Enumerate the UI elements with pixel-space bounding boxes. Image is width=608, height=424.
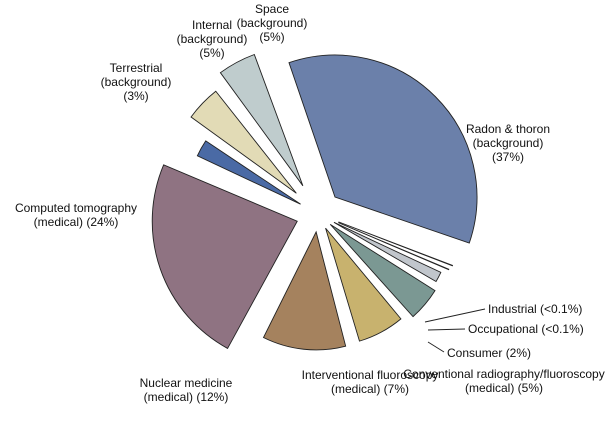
slice-occupational	[338, 222, 450, 271]
label-line: (37%)	[492, 150, 524, 164]
slice-internal-background	[190, 90, 297, 194]
label-consumer: Consumer (2%)	[447, 346, 531, 360]
label-line: (background)	[473, 136, 544, 150]
label-line: (medical) (24%)	[34, 215, 119, 229]
slice-labels: Radon & thoron (background) (37%)Industria…	[15, 2, 605, 404]
slice-terrestrial-background	[196, 140, 301, 205]
slice-computed-tomography-medical	[151, 164, 298, 350]
label-line: Internal	[192, 18, 232, 32]
label-internal-background: Internal (background) (5%)	[177, 18, 248, 60]
label-line: Terrestrial	[110, 61, 163, 75]
label-line: Occupational (<0.1%)	[468, 322, 584, 336]
label-radon-thoron-background: Radon & thoron (background) (37%)	[466, 122, 550, 164]
label-computed-tomography-medical: Computed tomography (medical) (24%)	[15, 201, 137, 229]
slice-industrial	[338, 221, 454, 267]
label-conventional-radiography-fluoroscopy-medical: Conventional radiography/fluoroscopy (med…	[403, 367, 604, 395]
label-line: Nuclear medicine	[140, 376, 233, 390]
leader-line-consumer	[427, 341, 445, 353]
label-line: Industrial (<0.1%)	[488, 302, 582, 316]
leader-line-occupational	[427, 328, 466, 331]
label-nuclear-medicine-medical: Nuclear medicine (medical) (12%)	[140, 376, 233, 404]
slice-interventional-fluoroscopy-medical	[325, 227, 402, 342]
label-line: Radon & thoron	[466, 122, 550, 136]
label-line: Consumer (2%)	[447, 346, 531, 360]
leader-lines	[424, 308, 486, 353]
pie-slices	[151, 53, 478, 351]
label-line: Space	[255, 2, 289, 16]
label-space-background: Space (background) (5%)	[237, 2, 308, 44]
label-line: Computed tomography	[15, 201, 137, 215]
label-line: (5%)	[259, 30, 284, 44]
slice-consumer	[333, 221, 442, 283]
label-line: (5%)	[199, 46, 224, 60]
label-line: Interventional fluoroscopy	[302, 368, 439, 382]
label-line: (background)	[237, 16, 308, 30]
label-terrestrial-background: Terrestrial (background) (3%)	[101, 61, 172, 103]
slice-conventional-radiography-fluoroscopy-medical	[329, 223, 436, 318]
label-industrial: Industrial (<0.1%)	[488, 302, 582, 316]
label-line: Conventional radiography/fluoroscopy	[403, 367, 604, 381]
slice-space-background	[219, 53, 304, 187]
label-occupational: Occupational (<0.1%)	[468, 322, 584, 336]
label-interventional-fluoroscopy-medical: Interventional fluoroscopy (medical) (7%)	[302, 368, 439, 396]
label-line: (medical) (7%)	[331, 382, 409, 396]
label-line: (3%)	[123, 89, 148, 103]
label-line: (background)	[101, 75, 172, 89]
label-line: (medical) (5%)	[465, 381, 543, 395]
leader-line-industrial	[424, 308, 486, 323]
label-line: (background)	[177, 32, 248, 46]
slice-nuclear-medicine-medical	[262, 230, 347, 351]
slice-radon-thoron-background	[288, 54, 478, 244]
label-line: (medical) (12%)	[144, 390, 229, 404]
